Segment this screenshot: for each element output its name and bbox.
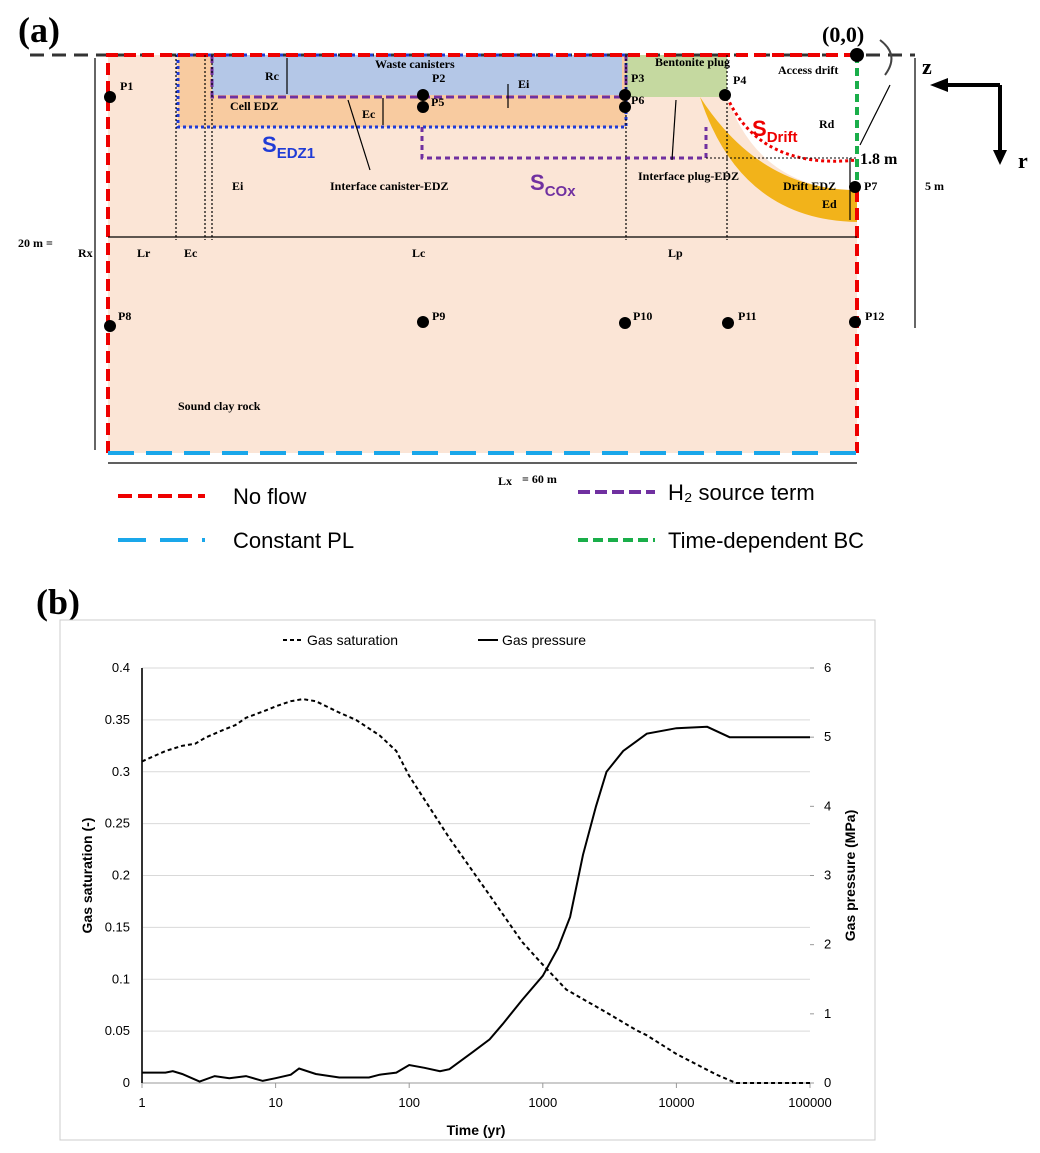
y-tick-label: 0.05 (105, 1023, 130, 1038)
label: (0,0) (822, 22, 864, 47)
point-label: P3 (631, 71, 644, 85)
legend-text: Constant PL (233, 528, 354, 553)
label: Ec (362, 107, 376, 121)
dimensions (94, 55, 1002, 464)
y-tick-label: 0.15 (105, 919, 130, 934)
point-label: P10 (633, 309, 652, 323)
point-label: P2 (432, 71, 445, 85)
point-label: P8 (118, 309, 131, 323)
y2-tick-label: 6 (824, 660, 831, 675)
label: Bentonite plug (655, 55, 730, 69)
y2-tick-label: 1 (824, 1006, 831, 1021)
panel-label: (b) (36, 582, 80, 622)
y2-tick-label: 4 (824, 798, 831, 813)
y2-tick-label: 5 (824, 729, 831, 744)
label: Ei (518, 77, 530, 91)
panel-label: (a) (18, 10, 60, 50)
label: Rx (78, 246, 93, 260)
legend-label: Gas saturation (307, 632, 398, 648)
label: Lx (498, 474, 512, 488)
s-cox-line (420, 127, 708, 160)
label: Ei (232, 179, 244, 193)
label: Lp (668, 246, 683, 260)
points (104, 48, 864, 332)
legend-text: Time-dependent BC (668, 528, 864, 553)
y2-axis-label: Gas pressure (MPa) (842, 810, 858, 942)
labels: (0,0) z r Waste canisters Rc Ei Bentonit… (18, 22, 1028, 488)
label: Drift EDZ (783, 179, 836, 193)
point-label: P6 (631, 93, 644, 107)
y-tick-label: 0.25 (105, 816, 130, 831)
line (142, 725, 810, 1083)
label: Sound clay rock (178, 399, 261, 413)
point-label: P1 (120, 79, 133, 93)
panel-a: (a) (18, 10, 1028, 553)
x-tick-label: 100 (398, 1095, 420, 1110)
chart-frame (59, 619, 876, 1141)
y-tick-label: 0.2 (112, 868, 130, 883)
point-label: P5 (431, 95, 444, 109)
y-tick-label: 0.35 (105, 712, 130, 727)
rotation (879, 39, 893, 76)
label: Access drift (778, 63, 838, 77)
label: Rc (265, 69, 280, 83)
y2-tick-label: 0 (824, 1075, 831, 1090)
s-drift-line (725, 96, 858, 163)
point-label: P11 (738, 309, 757, 323)
label: SDrift (752, 116, 798, 146)
point-label: P9 (432, 309, 445, 323)
axis-arrows (930, 78, 1007, 165)
x-tick-label: 100000 (788, 1095, 831, 1110)
point-label: P12 (865, 309, 884, 323)
label: Ed (822, 197, 837, 211)
y-axis-label: Gas saturation (-) (79, 818, 95, 934)
label: = 60 m (522, 472, 557, 486)
x-tick-label: 1000 (528, 1095, 557, 1110)
label: Lr (137, 246, 151, 260)
legend-text: No flow (233, 484, 306, 509)
label: Rd (819, 117, 835, 131)
label: Interface plug-EDZ (638, 169, 739, 183)
label: 5 m (925, 179, 944, 193)
x-tick-label: 10 (268, 1095, 282, 1110)
drift-edz (700, 97, 857, 222)
x-tick-label: 10000 (658, 1095, 694, 1110)
y-tick-label: 0 (123, 1075, 130, 1090)
point-label: P4 (733, 73, 746, 87)
label: SCOx (530, 170, 576, 200)
legend-text: H₂ source term (668, 480, 815, 505)
y-tick-label: 0.1 (112, 971, 130, 986)
x-tick-label: 1 (138, 1095, 145, 1110)
label: r (1018, 148, 1028, 173)
point-label: P7 (864, 179, 877, 193)
y-tick-label: 0.3 (112, 764, 130, 779)
canisters (212, 55, 622, 95)
y2-tick-label: 3 (824, 868, 831, 883)
label: Cell EDZ (230, 99, 278, 113)
access-drift (727, 55, 857, 190)
label: Interface canister-EDZ (330, 179, 449, 193)
y2-tick-label: 2 (824, 937, 831, 952)
legend-a: No flow Constant PL H₂ source term Time-… (118, 480, 864, 553)
x-axis-label: Time (yr) (447, 1122, 506, 1138)
label: Lc (412, 246, 426, 260)
legend-label: Gas pressure (502, 632, 586, 648)
label: 1.8 m (860, 151, 898, 168)
label: Ec (184, 246, 198, 260)
label: 20 m = (18, 236, 53, 250)
label: Waste canisters (375, 57, 455, 71)
plug (626, 55, 727, 97)
label: z (922, 54, 932, 79)
line (141, 698, 810, 1084)
label: SEDZ1 (262, 132, 315, 162)
y-tick-label: 0.4 (112, 660, 130, 675)
